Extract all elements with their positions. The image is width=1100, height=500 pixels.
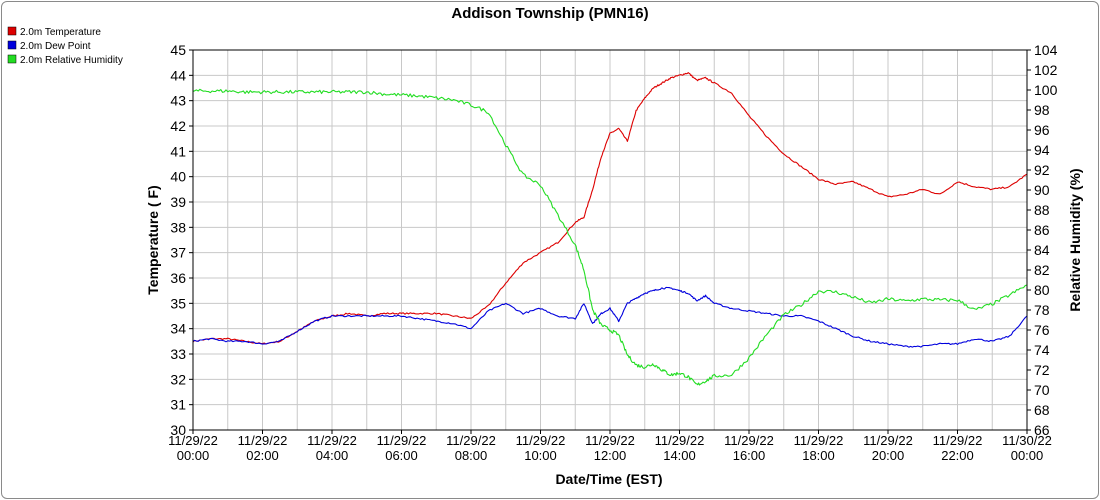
right-axis-label: Relative Humidity (%) bbox=[1067, 168, 1083, 311]
right-tick-label: 78 bbox=[1034, 302, 1050, 318]
left-tick-label: 36 bbox=[170, 270, 186, 286]
series-group bbox=[192, 72, 1028, 386]
x-tick-date: 11/29/22 bbox=[377, 433, 427, 448]
x-tick-time: 00:00 bbox=[177, 448, 210, 463]
left-tick-label: 38 bbox=[170, 219, 186, 235]
x-tick-time: 04:00 bbox=[316, 448, 349, 463]
right-tick-label: 80 bbox=[1034, 282, 1050, 298]
legend-label: 2.0m Relative Humidity bbox=[20, 55, 123, 66]
left-tick-label: 39 bbox=[170, 194, 186, 210]
legend-swatch bbox=[7, 54, 17, 64]
left-tick-label: 42 bbox=[170, 118, 186, 134]
x-tick-date: 11/29/22 bbox=[585, 433, 635, 448]
left-axis-label: Temperature ( F) bbox=[145, 185, 161, 294]
right-tick-label: 102 bbox=[1034, 62, 1058, 78]
right-tick-label: 86 bbox=[1034, 222, 1050, 238]
x-tick-time: 20:00 bbox=[872, 448, 905, 463]
x-tick-date: 11/30/22 bbox=[1002, 433, 1052, 448]
x-tick-time: 06:00 bbox=[385, 448, 418, 463]
series-line-1 bbox=[192, 286, 1028, 348]
legend: 2.0m Temperature 2.0m Dew Point 2.0m Relat… bbox=[7, 26, 123, 66]
right-tick-label: 76 bbox=[1034, 322, 1050, 338]
x-axis-label: Date/Time (EST) bbox=[555, 471, 662, 487]
x-tick-time: 02:00 bbox=[246, 448, 279, 463]
legend-label: 2.0m Temperature bbox=[20, 27, 101, 38]
left-tick-label: 43 bbox=[170, 93, 186, 109]
x-tick-time: 10:00 bbox=[524, 448, 557, 463]
x-tick-date: 11/29/22 bbox=[168, 433, 218, 448]
x-tick-date: 11/29/22 bbox=[516, 433, 566, 448]
right-tick-label: 104 bbox=[1034, 42, 1058, 58]
x-tick-time: 14:00 bbox=[663, 448, 696, 463]
x-tick-date: 11/29/22 bbox=[933, 433, 983, 448]
x-tick-time: 12:00 bbox=[594, 448, 627, 463]
x-tick-time: 22:00 bbox=[941, 448, 974, 463]
right-axis-ticks: 66 68 70 72 74 76 78 80 82 84 86 88 90 92 94 96 98 100 102… bbox=[1027, 42, 1058, 438]
left-axis-ticks: 30 31 32 33 34 35 36 37 38 39 40 41 42 43 44 45 bbox=[170, 42, 193, 438]
x-tick-date: 11/29/22 bbox=[863, 433, 913, 448]
x-tick-date: 11/29/22 bbox=[446, 433, 496, 448]
x-tick-time: 16:00 bbox=[733, 448, 766, 463]
left-tick-label: 40 bbox=[170, 169, 186, 185]
left-tick-label: 33 bbox=[170, 346, 186, 362]
right-tick-label: 74 bbox=[1034, 342, 1050, 358]
left-tick-label: 35 bbox=[170, 295, 186, 311]
right-tick-label: 88 bbox=[1034, 202, 1050, 218]
right-tick-label: 96 bbox=[1034, 122, 1050, 138]
left-tick-label: 34 bbox=[170, 321, 186, 337]
right-tick-label: 72 bbox=[1034, 362, 1050, 378]
x-tick-date: 11/29/22 bbox=[307, 433, 357, 448]
legend-swatch bbox=[7, 40, 17, 50]
right-tick-label: 94 bbox=[1034, 142, 1050, 158]
series-line-0 bbox=[192, 72, 1028, 345]
legend-label: 2.0m Dew Point bbox=[20, 41, 91, 52]
left-tick-label: 44 bbox=[170, 67, 186, 83]
left-tick-label: 37 bbox=[170, 245, 186, 261]
right-tick-label: 66 bbox=[1034, 422, 1050, 438]
grid bbox=[192, 49, 1028, 431]
left-tick-label: 32 bbox=[170, 371, 186, 387]
right-tick-label: 100 bbox=[1034, 82, 1058, 98]
right-tick-label: 90 bbox=[1034, 182, 1050, 198]
left-tick-label: 31 bbox=[170, 397, 186, 413]
x-tick-time: 18:00 bbox=[802, 448, 835, 463]
chart-title: Addison Township (PMN16) bbox=[451, 5, 648, 22]
right-tick-label: 84 bbox=[1034, 242, 1050, 258]
left-tick-label: 45 bbox=[170, 42, 186, 58]
series-line-2 bbox=[192, 88, 1028, 386]
x-axis-ticks: 11/29/2200:0011/29/2202:0011/29/2204:001… bbox=[168, 430, 1052, 463]
x-tick-date: 11/29/22 bbox=[655, 433, 705, 448]
left-tick-label: 30 bbox=[170, 422, 186, 438]
x-tick-time: 00:00 bbox=[1011, 448, 1044, 463]
x-tick-date: 11/29/22 bbox=[238, 433, 288, 448]
x-tick-date: 11/29/22 bbox=[794, 433, 844, 448]
right-tick-label: 98 bbox=[1034, 102, 1050, 118]
right-tick-label: 68 bbox=[1034, 402, 1050, 418]
x-tick-time: 08:00 bbox=[455, 448, 488, 463]
right-tick-label: 82 bbox=[1034, 262, 1050, 278]
legend-swatch bbox=[7, 26, 17, 36]
left-tick-label: 41 bbox=[170, 143, 186, 159]
x-tick-date: 11/29/22 bbox=[724, 433, 774, 448]
right-tick-label: 92 bbox=[1034, 162, 1050, 178]
right-tick-label: 70 bbox=[1034, 382, 1050, 398]
